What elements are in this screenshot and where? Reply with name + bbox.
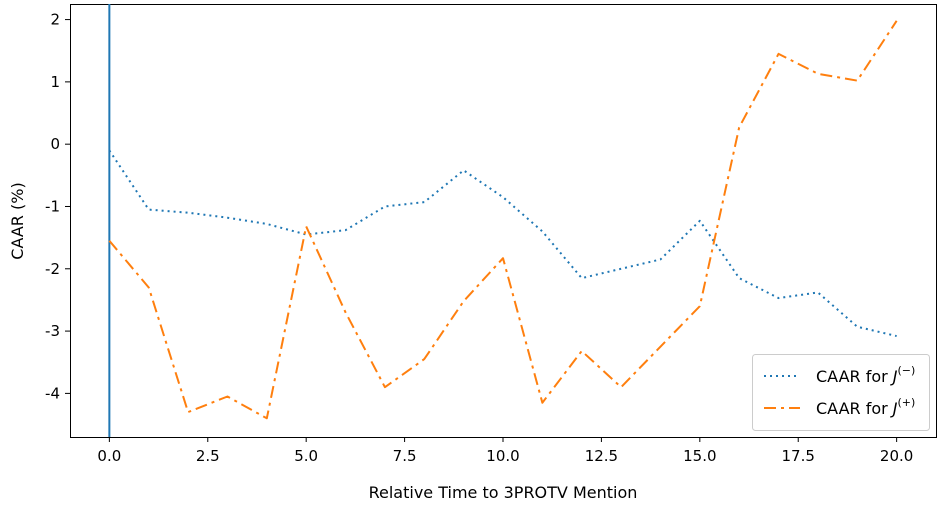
legend: CAAR for J(−)CAAR for J(+) [753,355,930,431]
y-tick-label: -1 [45,197,60,215]
y-tick-label: 2 [50,11,60,29]
x-axis-label: Relative Time to 3PROTV Mention [369,483,638,502]
x-tick-label: 20.0 [880,447,913,465]
x-tick-label: 2.5 [196,447,220,465]
x-tick-label: 7.5 [393,447,417,465]
y-tick-label: 1 [50,73,60,91]
x-tick-label: 15.0 [683,447,716,465]
x-tick-label: 0.0 [97,447,121,465]
y-axis-label: CAAR (%) [8,182,27,259]
y-tick-label: -4 [45,384,60,402]
x-tick-label: 12.5 [585,447,618,465]
x-axis: 0.0 2.5 5.0 7.5 10.0 12.5 15.0 17.5 20.0 [97,437,913,465]
series-line-1 [109,150,896,336]
y-tick-label: 0 [50,135,60,153]
y-axis: 2 1 0 -1 -2 -3 -4 [45,11,70,403]
x-tick-label: 10.0 [486,447,519,465]
y-tick-label: -3 [45,322,60,340]
x-tick-label: 5.0 [294,447,318,465]
x-tick-label: 17.5 [782,447,815,465]
y-tick-label: -2 [45,260,60,278]
